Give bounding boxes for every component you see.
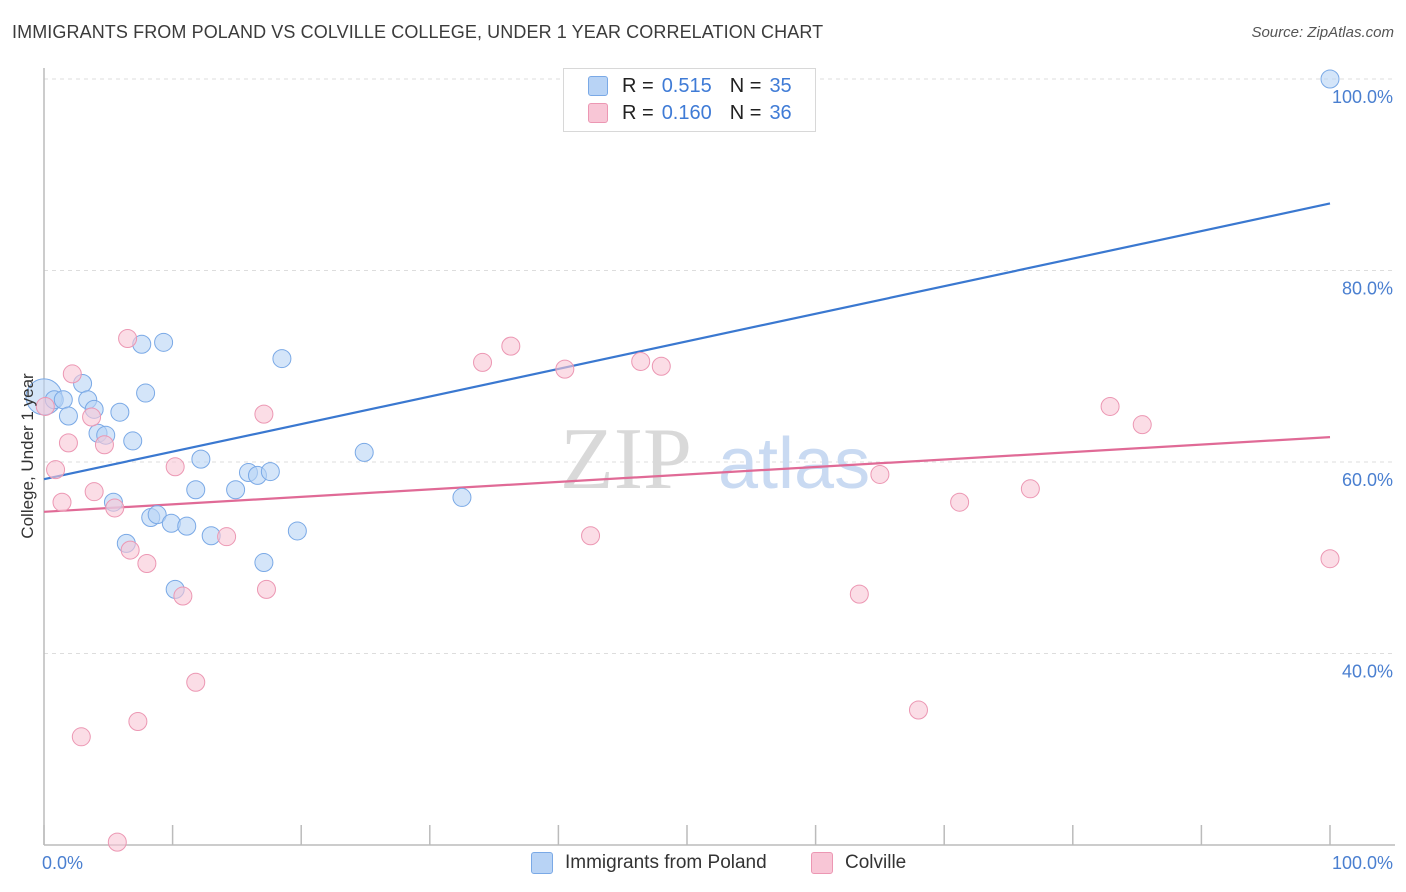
point-colville: [631, 351, 651, 371]
point-colville: [1020, 479, 1040, 499]
point-poland: [260, 462, 280, 482]
source-label: Source: ZipAtlas.com: [1251, 24, 1394, 41]
point-colville: [62, 364, 82, 384]
point-colville: [950, 492, 970, 512]
legend-r-value: 0.515: [661, 74, 712, 97]
point-poland: [254, 553, 274, 573]
point-poland: [287, 521, 307, 541]
trend-lines: [43, 202, 1331, 513]
point-colville: [501, 336, 521, 356]
point-colville: [256, 579, 276, 599]
correlation-legend: R = 0.515 N = 35 R = 0.160 N = 36: [563, 68, 816, 132]
point-poland: [110, 402, 130, 422]
point-poland: [123, 431, 143, 451]
legend-row-poland: R = 0.515 N = 35: [588, 74, 792, 98]
point-colville: [82, 407, 102, 427]
point-colville: [46, 460, 66, 480]
point-colville: [555, 359, 575, 379]
y-tick-label: 60.0%: [1342, 470, 1393, 490]
point-colville: [35, 396, 55, 416]
point-poland: [147, 505, 167, 525]
point-poland: [136, 383, 156, 403]
watermark-zip: ZIP: [560, 411, 692, 508]
point-colville: [52, 492, 72, 512]
y-tick-label: 40.0%: [1342, 662, 1393, 682]
point-colville: [908, 700, 928, 720]
data-points: [25, 69, 1340, 852]
point-poland: [161, 513, 181, 533]
bottom-legend-poland: Immigrants from Poland: [531, 852, 767, 874]
point-poland: [452, 487, 472, 507]
legend-row-colville: R = 0.160 N = 36: [588, 101, 792, 125]
legend-n-value: 35: [769, 74, 792, 97]
point-poland: [177, 516, 197, 536]
point-colville: [1100, 396, 1120, 416]
point-colville: [84, 482, 104, 502]
point-colville: [128, 711, 148, 731]
legend-r-label: R =: [622, 74, 654, 97]
y-axis-label: College, Under 1 year: [18, 373, 37, 539]
point-colville: [120, 540, 140, 560]
point-poland: [354, 442, 374, 462]
point-poland: [191, 449, 211, 469]
point-colville: [849, 584, 869, 604]
bottom-legend-swatch-blue: [531, 852, 553, 874]
legend-swatch-pink: [588, 103, 608, 123]
point-colville: [186, 672, 206, 692]
point-colville: [71, 727, 91, 747]
trend-line-poland: [43, 202, 1331, 481]
point-colville: [473, 352, 493, 372]
legend-r-value: 0.160: [661, 101, 712, 124]
x-tick-label: 0.0%: [42, 853, 83, 873]
y-tick-label: 80.0%: [1342, 279, 1393, 299]
point-colville: [173, 586, 193, 606]
trend-line-colville: [43, 436, 1331, 513]
legend-swatch-blue: [588, 76, 608, 96]
point-poland: [186, 480, 206, 500]
bottom-legend-label: Colville: [845, 852, 907, 873]
point-poland: [58, 406, 78, 426]
legend-r-label: R =: [622, 101, 654, 124]
point-colville: [58, 433, 78, 453]
point-colville: [254, 404, 274, 424]
x-tick-label: 100.0%: [1332, 853, 1393, 873]
axes: [43, 68, 1395, 846]
point-colville: [1132, 415, 1152, 435]
gridlines: [44, 78, 1395, 654]
bottom-legend-label: Immigrants from Poland: [565, 852, 767, 873]
point-poland: [1320, 69, 1340, 89]
point-colville: [651, 356, 671, 376]
legend-n-label: N =: [729, 101, 762, 124]
point-colville: [118, 328, 138, 348]
point-colville: [217, 527, 237, 547]
point-poland: [272, 349, 292, 369]
point-colville: [870, 464, 890, 484]
point-colville: [165, 457, 185, 477]
point-colville: [137, 553, 157, 573]
bottom-legend-swatch-pink: [811, 852, 833, 874]
point-colville: [105, 498, 125, 518]
watermark-atlas: atlas: [718, 424, 870, 504]
point-colville: [107, 832, 127, 852]
point-colville: [581, 526, 601, 546]
point-poland: [53, 390, 73, 410]
bottom-legend-colville: Colville: [811, 852, 906, 874]
point-colville: [1320, 549, 1340, 569]
tick-labels: 40.0% 60.0% 80.0% 100.0% 0.0% 100.0%: [42, 87, 1393, 873]
point-poland: [154, 332, 174, 352]
chart-title: IMMIGRANTS FROM POLAND VS COLVILLE COLLE…: [12, 22, 824, 42]
point-poland: [226, 480, 246, 500]
point-colville: [94, 435, 114, 455]
legend-n-value: 36: [769, 101, 792, 124]
legend-n-label: N =: [729, 74, 762, 97]
y-tick-label: 100.0%: [1332, 87, 1393, 107]
